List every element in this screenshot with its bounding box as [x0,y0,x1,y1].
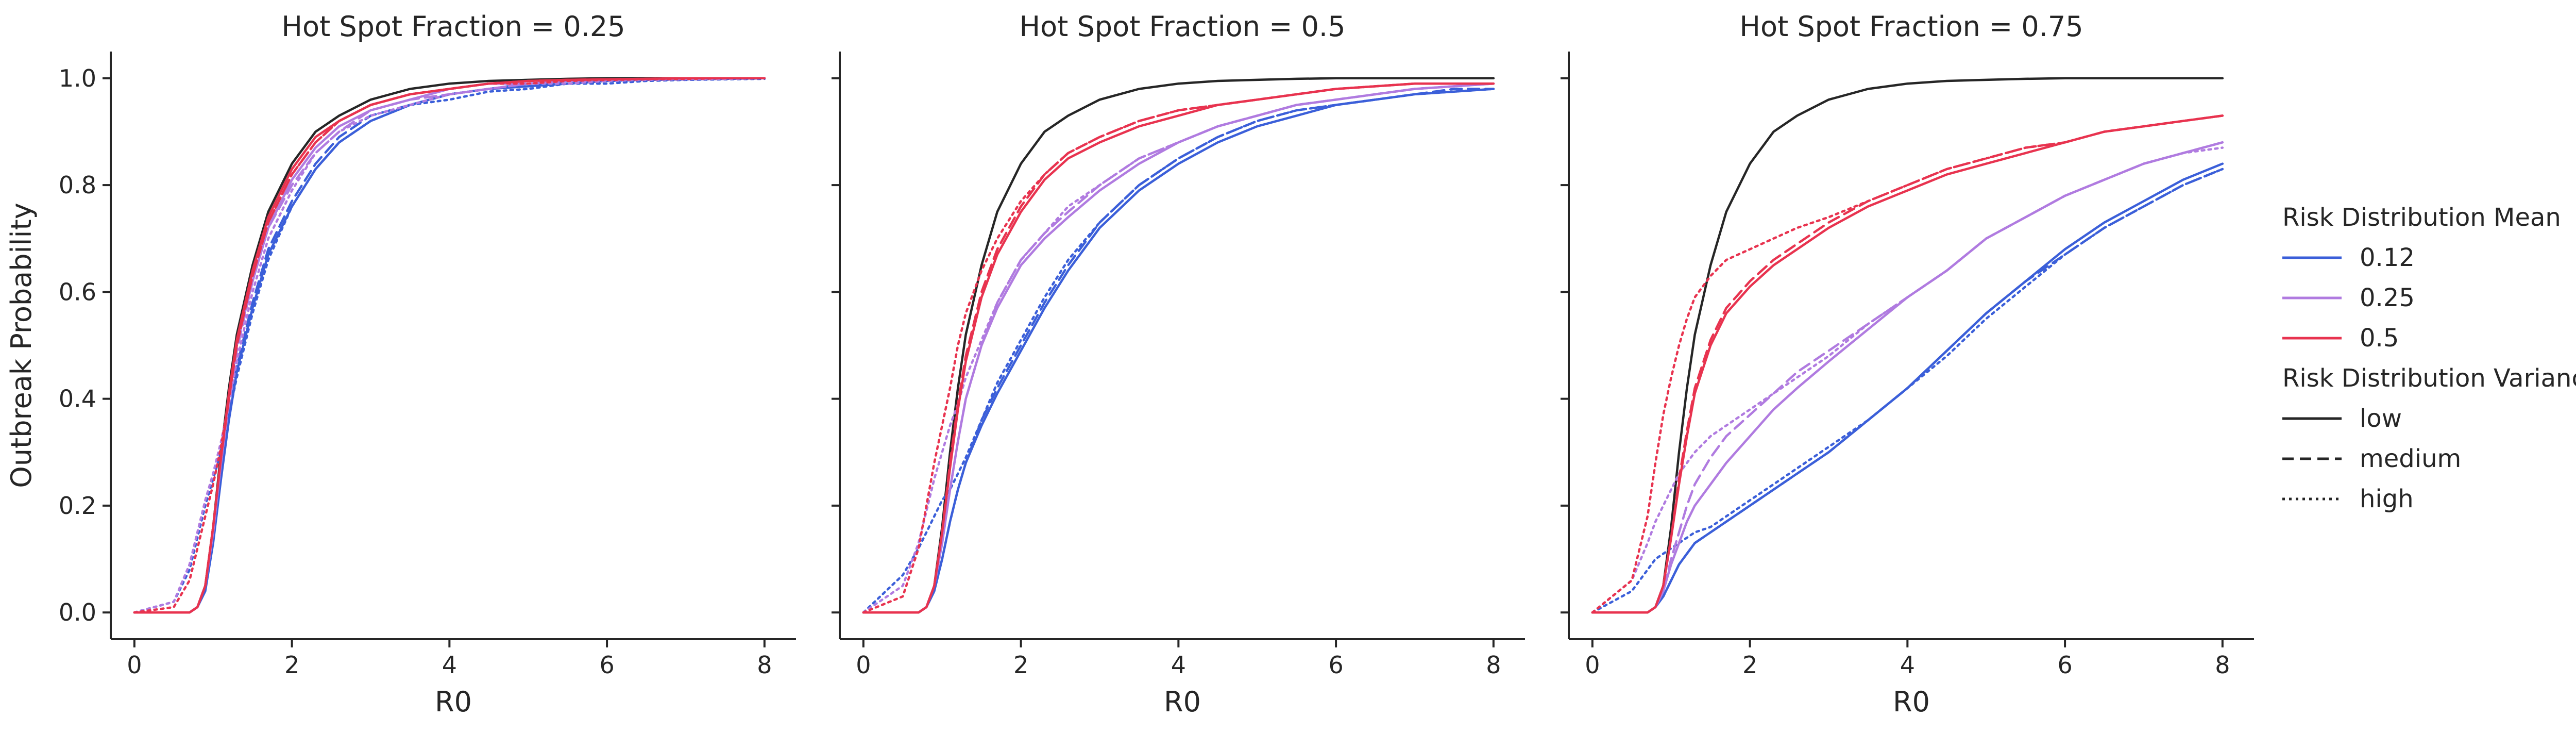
y-tick-label: 0.8 [59,171,96,199]
series-line-4 [1591,168,2224,614]
panel-3: Hot Spot Fraction = 0.75 0 2 4 6 8 R0 [1561,10,2254,718]
series-line-10 [862,82,1495,614]
x-tick-label: 4 [442,651,457,679]
y-tick-label: 0.0 [59,598,96,626]
x-axis-label: R0 [435,686,472,718]
x-tick-label: 8 [757,651,772,679]
panel-title: Hot Spot Fraction = 0.5 [1020,10,1346,43]
panel-2: Hot Spot Fraction = 0.5 0 2 4 6 8 R0 [832,10,1525,718]
x-tick-label: 8 [1486,651,1501,679]
x-tick-label: 0 [856,651,871,679]
series-line-2 [133,77,766,614]
legend: Risk Distribution Mean 0.12 0.25 0.5 Risk Di… [2282,203,2576,513]
x-axis-label: R0 [1893,686,1930,718]
series-line-7 [133,77,766,614]
series-line-10 [1591,114,2224,614]
x-tick-label: 6 [2057,651,2072,679]
panel-title: Hot Spot Fraction = 0.75 [1739,10,2083,43]
series-line-5 [1591,141,2224,614]
series-line-5 [133,77,766,614]
legend-label: 0.12 [2360,243,2415,272]
legend-label: 0.25 [2360,284,2415,312]
x-tick-label: 6 [599,651,614,679]
x-tick-label: 4 [1900,651,1915,679]
y-tick-label: 1.0 [59,64,96,92]
series-line-8 [133,77,766,614]
legend-label: 0.5 [2360,324,2399,353]
y-tick-label: 0.2 [59,492,96,520]
series-line-6 [1591,141,2224,614]
x-tick-label: 8 [2215,651,2230,679]
x-tick-label: 2 [284,651,299,679]
series-line-1 [1591,77,2224,614]
y-tick-label: 0.6 [59,278,96,306]
series-line-4 [862,88,1495,614]
series-line-7 [862,82,1495,614]
series-line-4 [133,77,766,614]
series-line-3 [1591,168,2224,614]
y-axis-label: Outbreak Probability [5,203,38,488]
series-line-9 [133,77,766,614]
legend-style-title: Risk Distribution Variance [2282,364,2576,393]
legend-label: high [2360,485,2414,513]
series-line-7 [1591,146,2224,614]
x-tick-label: 2 [1742,651,1757,679]
series-line-6 [133,77,766,614]
panel-title: Hot Spot Fraction = 0.25 [281,10,625,43]
x-tick-label: 2 [1013,651,1028,679]
legend-label: medium [2360,444,2461,473]
x-tick-label: 6 [1328,651,1343,679]
x-tick-label: 0 [1585,651,1600,679]
legend-hue-title: Risk Distribution Mean [2282,203,2561,232]
y-tick-label: 0.4 [59,385,96,413]
x-tick-label: 0 [127,651,142,679]
panel-1: Hot Spot Fraction = 0.25 0 2 4 6 8 0.0 0.2 0.4 0.… [5,10,796,718]
legend-label: low [2360,404,2402,433]
x-tick-label: 4 [1171,651,1186,679]
series-line-1 [133,77,766,614]
series-line-3 [133,77,766,614]
series-line-10 [133,77,766,614]
x-axis-label: R0 [1164,686,1201,718]
